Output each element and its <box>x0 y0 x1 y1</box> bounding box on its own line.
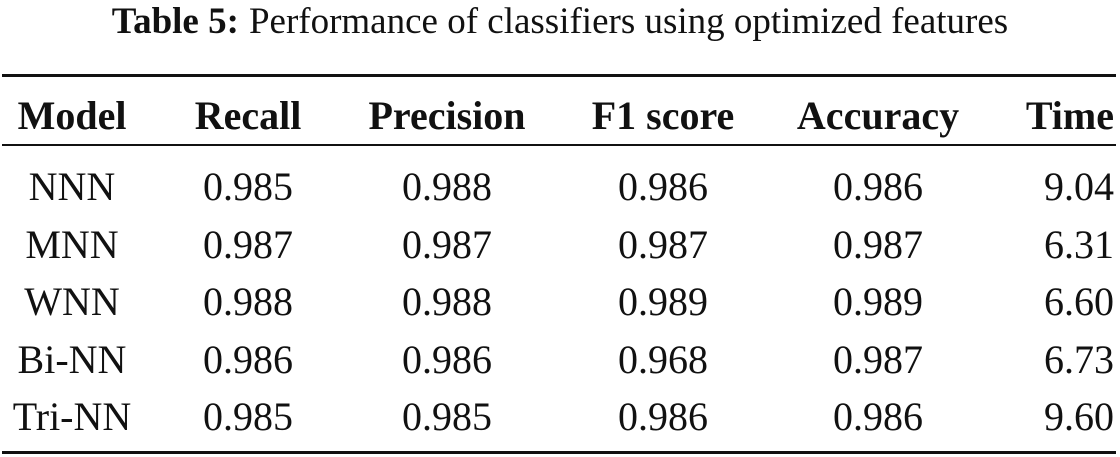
table-cell: 0.985 <box>203 394 293 439</box>
table-cell: 0.986 <box>618 394 708 439</box>
table-cell: 0.986 <box>833 394 923 439</box>
table-cell: 0.988 <box>402 279 492 324</box>
header-rule <box>2 144 1116 146</box>
column-header: Accuracy <box>796 93 960 138</box>
table-cell: 0.985 <box>203 164 293 209</box>
table-cell: 6.60 <box>1044 279 1114 324</box>
row-label: NNN <box>28 164 116 209</box>
table-cell: 6.31 <box>1044 221 1114 267</box>
table-cell: 0.987 <box>618 221 708 267</box>
table-caption: Table 5: Performance of classifiers using… <box>0 0 1120 44</box>
table-cell: 0.968 <box>618 336 708 382</box>
table-cell: 9.60 <box>1044 394 1114 439</box>
table-cell: 0.987 <box>833 336 923 382</box>
table-cell: 0.988 <box>402 164 492 209</box>
column-header: Time <box>1025 93 1114 138</box>
table-cell: 0.987 <box>833 221 923 267</box>
table-cell: 0.989 <box>833 279 923 324</box>
column-header: Recall <box>194 93 302 138</box>
row-label: Tri-NN <box>12 394 132 439</box>
table-cell: 0.986 <box>833 164 923 209</box>
table-cell: 0.985 <box>402 394 492 439</box>
top-rule <box>2 74 1116 77</box>
row-label: WNN <box>24 279 120 324</box>
row-label: MNN <box>25 221 119 267</box>
column-header: Precision <box>368 93 526 138</box>
table-cell: 0.987 <box>402 221 492 267</box>
column-header: Model <box>17 93 127 138</box>
table-cell: 0.989 <box>618 279 708 324</box>
table-cell: 0.987 <box>203 221 293 267</box>
table-cell: 0.986 <box>203 336 293 382</box>
table-cell: 0.986 <box>618 164 708 209</box>
row-label: Bi-NN <box>17 336 127 382</box>
caption-label: Table 5: <box>111 1 239 42</box>
table-cell: 0.986 <box>402 336 492 382</box>
table-cell: 6.73 <box>1044 336 1114 382</box>
caption-text: Performance of classifiers using optimiz… <box>248 1 1009 42</box>
table-cell: 0.988 <box>203 279 293 324</box>
bottom-rule <box>2 451 1116 454</box>
table-cell: 9.04 <box>1044 164 1114 209</box>
column-header: F1 score <box>591 93 735 138</box>
